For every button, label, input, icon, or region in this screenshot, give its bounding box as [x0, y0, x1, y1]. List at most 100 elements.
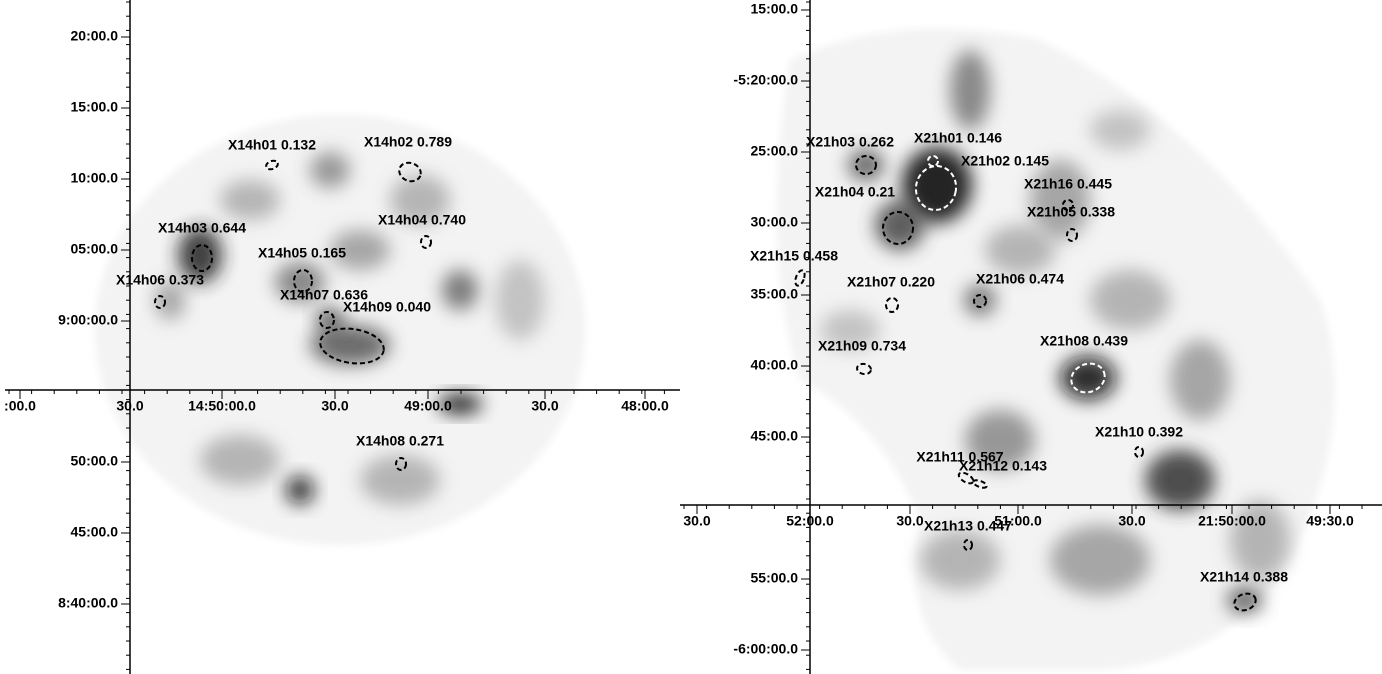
emission-blob: [310, 152, 350, 188]
source-label: X14h08 0.271: [356, 433, 444, 449]
source-region: [856, 362, 872, 376]
source-label: X21h10 0.392: [1095, 424, 1183, 440]
y-axis-label: 15:00.0: [751, 1, 799, 17]
emission-blob: [985, 225, 1055, 275]
emission-blob: [964, 284, 996, 316]
source-region: [191, 244, 213, 272]
emission-blob: [1050, 525, 1150, 595]
source-region: [882, 211, 914, 245]
emission-blob: [1230, 500, 1290, 580]
emission-blob: [438, 394, 482, 414]
emission-blob: [1090, 270, 1170, 330]
emission-blob: [155, 280, 185, 320]
x-axis-label: 48:00.0: [621, 398, 669, 414]
emission-blob: [848, 149, 884, 181]
x-axis-label: :00.0: [4, 398, 36, 414]
source-region: [885, 297, 899, 313]
source-region: [973, 294, 987, 308]
source-label: X21h04 0.21: [815, 184, 895, 200]
source-region: [1233, 592, 1257, 612]
y-axis-label: 50:00.0: [71, 453, 119, 469]
source-region: [395, 457, 407, 471]
emission-blob: [1145, 450, 1215, 510]
x-axis-label: 14:50:00.0: [188, 398, 256, 414]
source-label: X21h05 0.338: [1027, 204, 1115, 220]
emission: [155, 50, 1290, 614]
x-axis-label: 49:30.0: [1306, 513, 1354, 529]
source-region: [927, 155, 939, 167]
emission-blob: [1090, 110, 1150, 150]
emission-blob: [390, 175, 450, 225]
y-axis-label: 35:00.0: [751, 286, 799, 302]
source-region: [963, 539, 973, 551]
source-label: X14h07 0.636: [280, 287, 368, 303]
source-region: [1062, 199, 1074, 211]
y-axis-label: 30:00.0: [751, 214, 799, 230]
emission-blob: [316, 308, 344, 332]
emission-blob: [820, 310, 880, 350]
source-region: [914, 165, 958, 211]
emission-blob: [360, 455, 440, 505]
source-label: X14h05 0.165: [258, 245, 346, 261]
source-region: [319, 327, 385, 365]
emission-blob: [330, 230, 390, 270]
emission-blob: [920, 530, 1000, 590]
y-axis-label: 15:00.0: [71, 99, 119, 115]
source-label: X14h01 0.132: [228, 137, 316, 153]
y-axis-label: 55:00.0: [751, 570, 799, 586]
emission-blob: [495, 260, 545, 340]
source-label: X21h13 0.447: [924, 518, 1012, 534]
x-axis-label: 30.0: [896, 513, 923, 529]
y-axis-label: -6:00:00.0: [733, 641, 798, 657]
source-region: [972, 479, 988, 489]
emission-blob: [220, 180, 280, 220]
y-axis-label: -5:20:00.0: [733, 72, 798, 88]
source-region: [855, 155, 877, 175]
y-axis-label: 9:00:00.0: [58, 312, 118, 328]
y-axis-label: 20:00.0: [71, 28, 119, 44]
source-region: [957, 471, 975, 485]
source-region: [1070, 362, 1106, 394]
source-label: X21h07 0.220: [847, 274, 935, 290]
emission-blob: [1030, 160, 1090, 240]
emission-blob: [178, 227, 222, 283]
source-label: X21h12 0.143: [959, 458, 1047, 474]
x-axis-label: 51:00.0: [994, 513, 1042, 529]
x-axis-label: 49:00.0: [404, 398, 452, 414]
source-region: [154, 295, 166, 309]
emission-blob: [950, 50, 990, 130]
source-region: [398, 161, 422, 183]
emission-blob: [1170, 340, 1230, 420]
source-region: [1066, 228, 1078, 242]
emission-blob: [286, 476, 314, 504]
source-region: [420, 235, 432, 249]
x-axis-label: 30.0: [683, 513, 710, 529]
source-label: X14h06 0.373: [116, 272, 204, 288]
y-axis-label: 8:40:00.0: [58, 595, 118, 611]
source-label: X21h09 0.734: [818, 338, 906, 354]
y-axis-label: 40:00.0: [751, 357, 799, 373]
emission-blob: [1060, 356, 1116, 400]
source-label: X21h02 0.145: [961, 153, 1049, 169]
source-region: [293, 269, 313, 293]
source-region: [265, 159, 279, 171]
source-label: X21h14 0.388: [1200, 569, 1288, 585]
emission-blob: [275, 262, 325, 302]
x-axis-label: 52:00.0: [786, 513, 834, 529]
source-label: X14h04 0.740: [378, 212, 466, 228]
x-axis-label: 30.0: [321, 398, 348, 414]
emission-blob: [965, 410, 1035, 470]
source-region: [319, 311, 335, 329]
source-label: X14h03 0.644: [158, 220, 246, 236]
source-label: X21h11 0.567: [916, 449, 1003, 465]
annotations: X14h01 0.132 X14h02 0.789 X14h03 0.644 X14h…: [116, 130, 1288, 612]
x-axis-label: 21:50:00.0: [1198, 513, 1266, 529]
x-axis-label: 30.0: [531, 398, 558, 414]
source-region: [1134, 446, 1144, 458]
emission-blob: [442, 270, 478, 310]
emission-blob: [902, 147, 972, 223]
source-label: X14h02 0.789: [364, 134, 452, 150]
y-axis-label: 10:00.0: [71, 170, 119, 186]
source-label: X21h16 0.445: [1024, 176, 1112, 192]
